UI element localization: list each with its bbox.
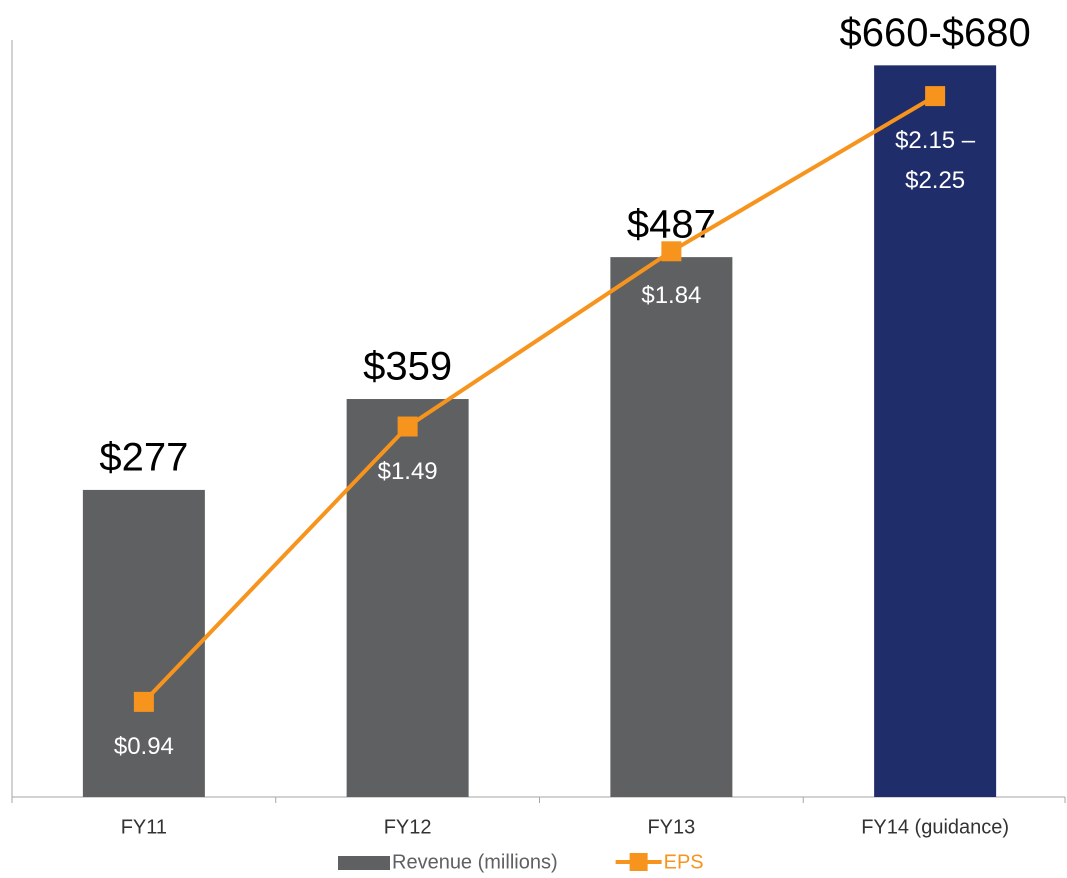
line-value-label-box: $1.84 [641,282,702,310]
legend-label: Revenue (millions) [392,851,558,873]
x-tick-label: FY13 [647,816,695,838]
x-tick-label: FY11 [121,816,167,838]
bar-value-label: $487 [627,203,716,247]
line-value-label: $0.94 [113,732,174,760]
line [142,94,937,704]
line-value-label-box: $1.49 [377,457,438,485]
bar [874,65,997,798]
line-marker [661,241,682,262]
legend-swatch-marker [629,853,648,871]
bar [82,489,205,797]
line-value-label-box: $0.94 [113,732,174,760]
line-marker [925,86,946,107]
line-value-label: $1.84 [641,282,702,310]
line-value-label: $2.15 – $2.25 [895,127,976,195]
legend-label: EPS [664,851,704,873]
bar-value-label: $277 [99,435,188,479]
bar-value-label: $660-$680 [839,11,1030,55]
line-value-label: $1.49 [377,457,438,485]
legend-swatch [338,856,390,870]
bar [346,399,469,797]
line-value-label-box: $2.15 – $2.25 [895,127,976,195]
x-tick-label: FY12 [384,816,432,838]
x-tick-label: FY14 (guidance) [861,816,1009,838]
line-marker [397,416,418,437]
bar-value-label: $359 [363,345,452,389]
line-marker [133,691,154,712]
bar [610,257,733,797]
